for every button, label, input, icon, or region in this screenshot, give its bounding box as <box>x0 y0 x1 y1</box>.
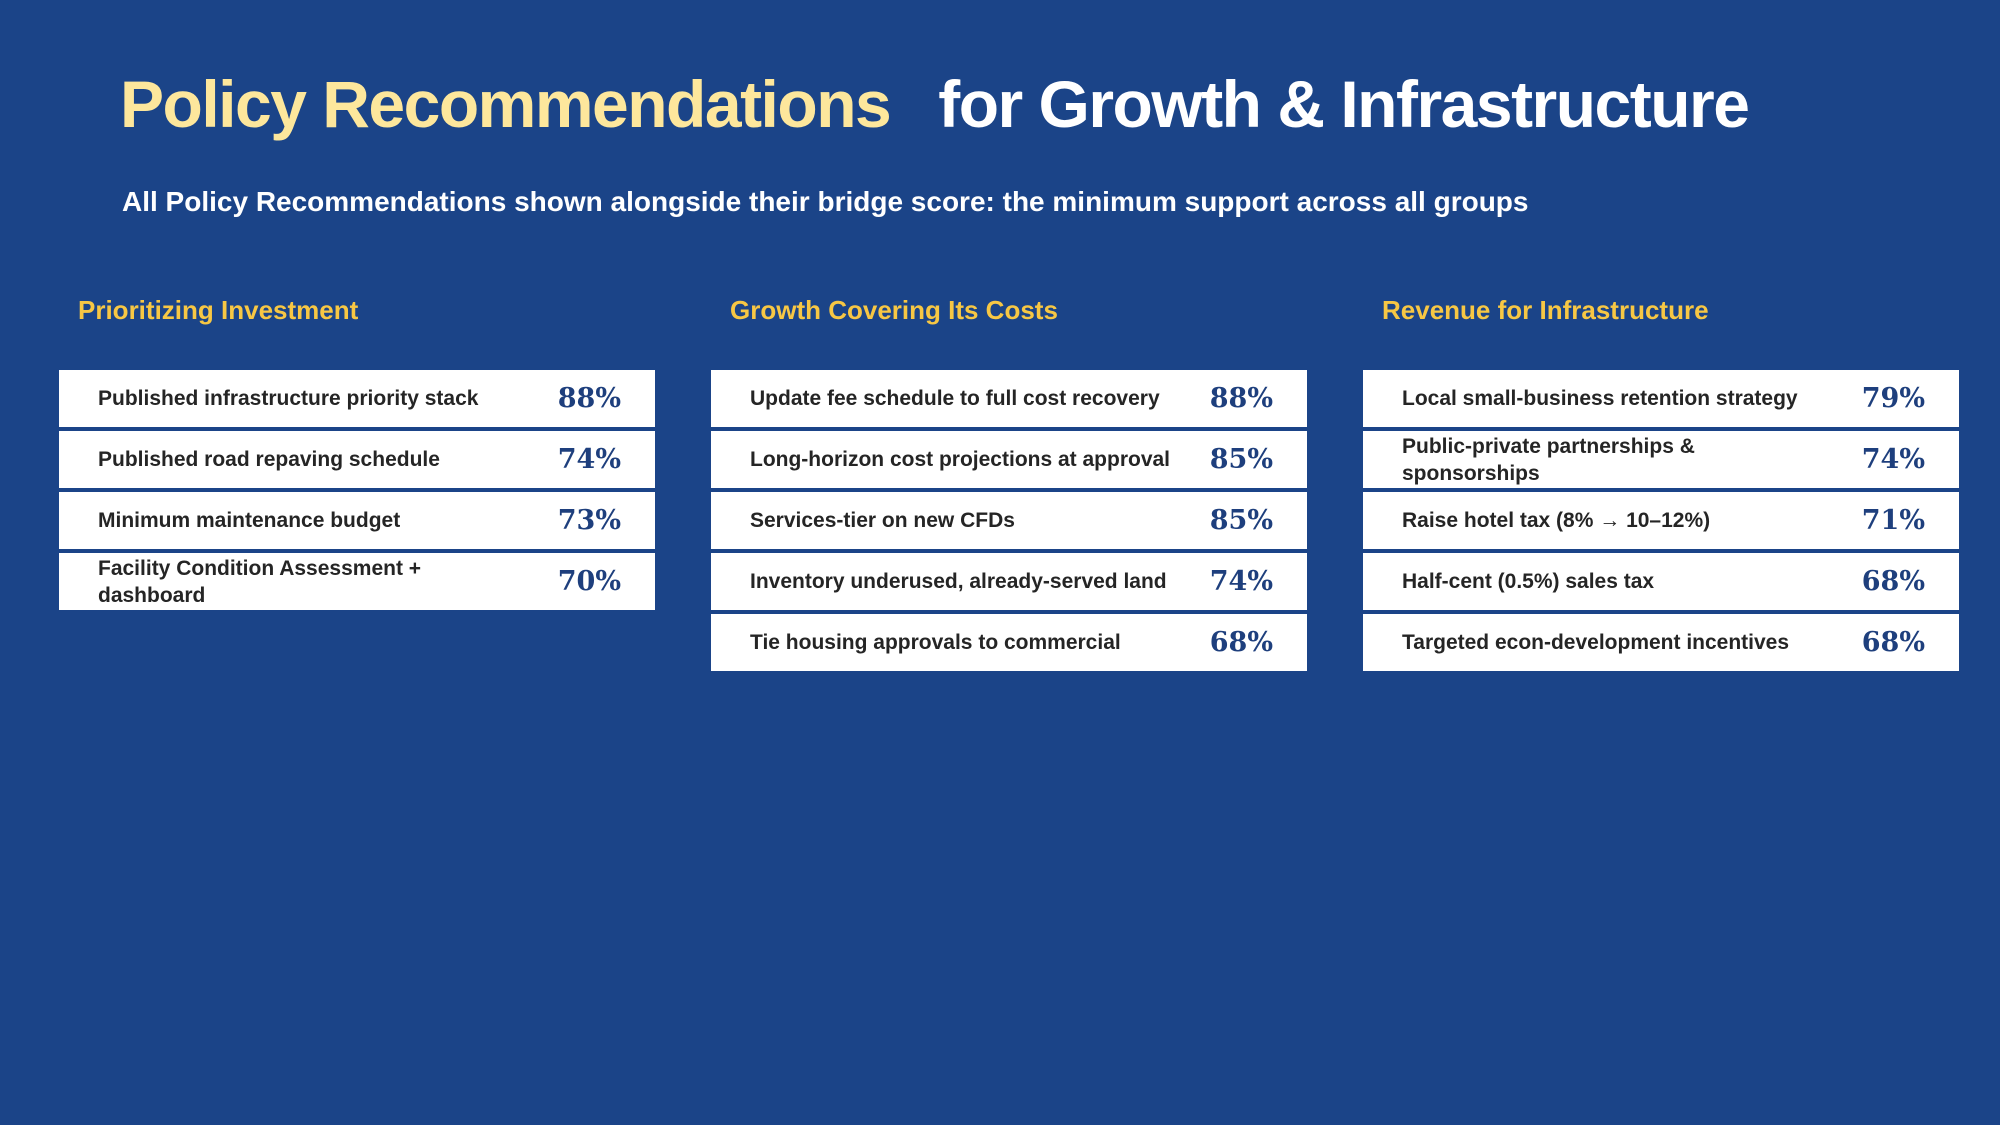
recommendation-label: Tie housing approvals to commercial <box>750 631 1121 654</box>
recommendation-label: Published infrastructure priority stack <box>98 387 479 410</box>
column-revenue-for-infrastructure: Revenue for Infrastructure Local small-b… <box>1363 290 1959 675</box>
recommendation-card: Facility Condition Assessment + dashboar… <box>59 553 655 610</box>
column-prioritizing-investment: Prioritizing Investment Published infras… <box>59 290 655 614</box>
recommendation-card: Raise hotel tax (8% → 10–12%) 71% <box>1363 492 1959 549</box>
recommendation-card: Update fee schedule to full cost recover… <box>711 370 1307 427</box>
bridge-score: 88% <box>557 383 621 414</box>
recommendation-card: Minimum maintenance budget 73% <box>59 492 655 549</box>
recommendation-card: Published road repaving schedule 74% <box>59 431 655 488</box>
title-highlight: Policy Recommendations <box>120 67 892 141</box>
bridge-score: 74% <box>1861 444 1925 475</box>
page-title: Policy Recommendations for Growth & Infra… <box>120 66 1750 142</box>
bridge-score: 74% <box>1209 566 1273 597</box>
recommendation-label: Local small-business retention strategy <box>1402 387 1798 410</box>
column-growth-covering-costs: Growth Covering Its Costs Update fee sch… <box>711 290 1307 675</box>
recommendation-label: Targeted econ-development incentives <box>1402 631 1790 654</box>
bridge-score: 85% <box>1209 444 1273 475</box>
column-heading: Prioritizing Investment <box>78 295 359 325</box>
bridge-score: 70% <box>557 566 621 597</box>
recommendation-card: Targeted econ-development incentives 68% <box>1363 614 1959 671</box>
bridge-score: 68% <box>1209 627 1273 658</box>
bridge-score: 71% <box>1861 505 1925 536</box>
recommendation-label: Minimum maintenance budget <box>98 509 401 532</box>
recommendation-card: Local small-business retention strategy … <box>1363 370 1959 427</box>
recommendation-card: Services-tier on new CFDs 85% <box>711 492 1307 549</box>
recommendation-card: Published infrastructure priority stack … <box>59 370 655 427</box>
recommendation-label: Update fee schedule to full cost recover… <box>750 387 1160 410</box>
recommendation-card: Long-horizon cost projections at approva… <box>711 431 1307 488</box>
recommendation-card: Tie housing approvals to commercial 68% <box>711 614 1307 671</box>
column-heading: Growth Covering Its Costs <box>730 295 1058 325</box>
bridge-score: 68% <box>1861 566 1925 597</box>
page-subtitle: All Policy Recommendations shown alongsi… <box>122 186 1529 217</box>
recommendation-label: Inventory underused, already-served land <box>750 570 1167 593</box>
recommendation-label: Long-horizon cost projections at approva… <box>750 448 1171 471</box>
title-rest: for Growth & Infrastructure <box>938 67 1750 141</box>
recommendation-label: Public-private partnerships & sponsorshi… <box>1402 434 1695 485</box>
recommendation-card: Inventory underused, already-served land… <box>711 553 1307 610</box>
bridge-score: 85% <box>1209 505 1273 536</box>
bridge-score: 79% <box>1861 383 1925 414</box>
recommendation-label: Half-cent (0.5%) sales tax <box>1402 570 1655 593</box>
bridge-score: 74% <box>557 444 621 475</box>
recommendation-label: Raise hotel tax (8% → 10–12%) <box>1402 509 1711 532</box>
recommendation-card: Half-cent (0.5%) sales tax 68% <box>1363 553 1959 610</box>
recommendation-label: Facility Condition Assessment + dashboar… <box>98 556 422 607</box>
column-heading: Revenue for Infrastructure <box>1382 295 1709 325</box>
bridge-score: 68% <box>1861 627 1925 658</box>
recommendation-card: Public-private partnerships & sponsorshi… <box>1363 431 1959 488</box>
bridge-score: 88% <box>1209 383 1273 414</box>
recommendation-label: Services-tier on new CFDs <box>750 509 1015 532</box>
recommendation-label: Published road repaving schedule <box>98 448 440 471</box>
bridge-score: 73% <box>557 505 621 536</box>
